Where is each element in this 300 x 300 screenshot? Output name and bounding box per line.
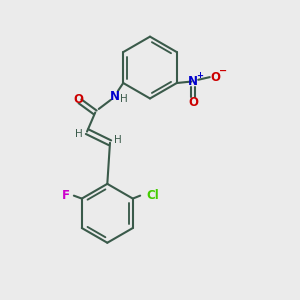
Text: H: H [114, 135, 122, 146]
Text: F: F [61, 189, 69, 202]
Text: Cl: Cl [146, 189, 159, 202]
Text: N: N [110, 90, 119, 103]
Text: −: − [219, 66, 227, 76]
Text: N: N [188, 75, 198, 88]
Text: O: O [210, 70, 220, 84]
Text: H: H [75, 129, 82, 139]
Text: O: O [188, 96, 198, 109]
Text: O: O [73, 93, 83, 106]
Text: H: H [120, 94, 128, 104]
Text: +: + [196, 70, 203, 80]
